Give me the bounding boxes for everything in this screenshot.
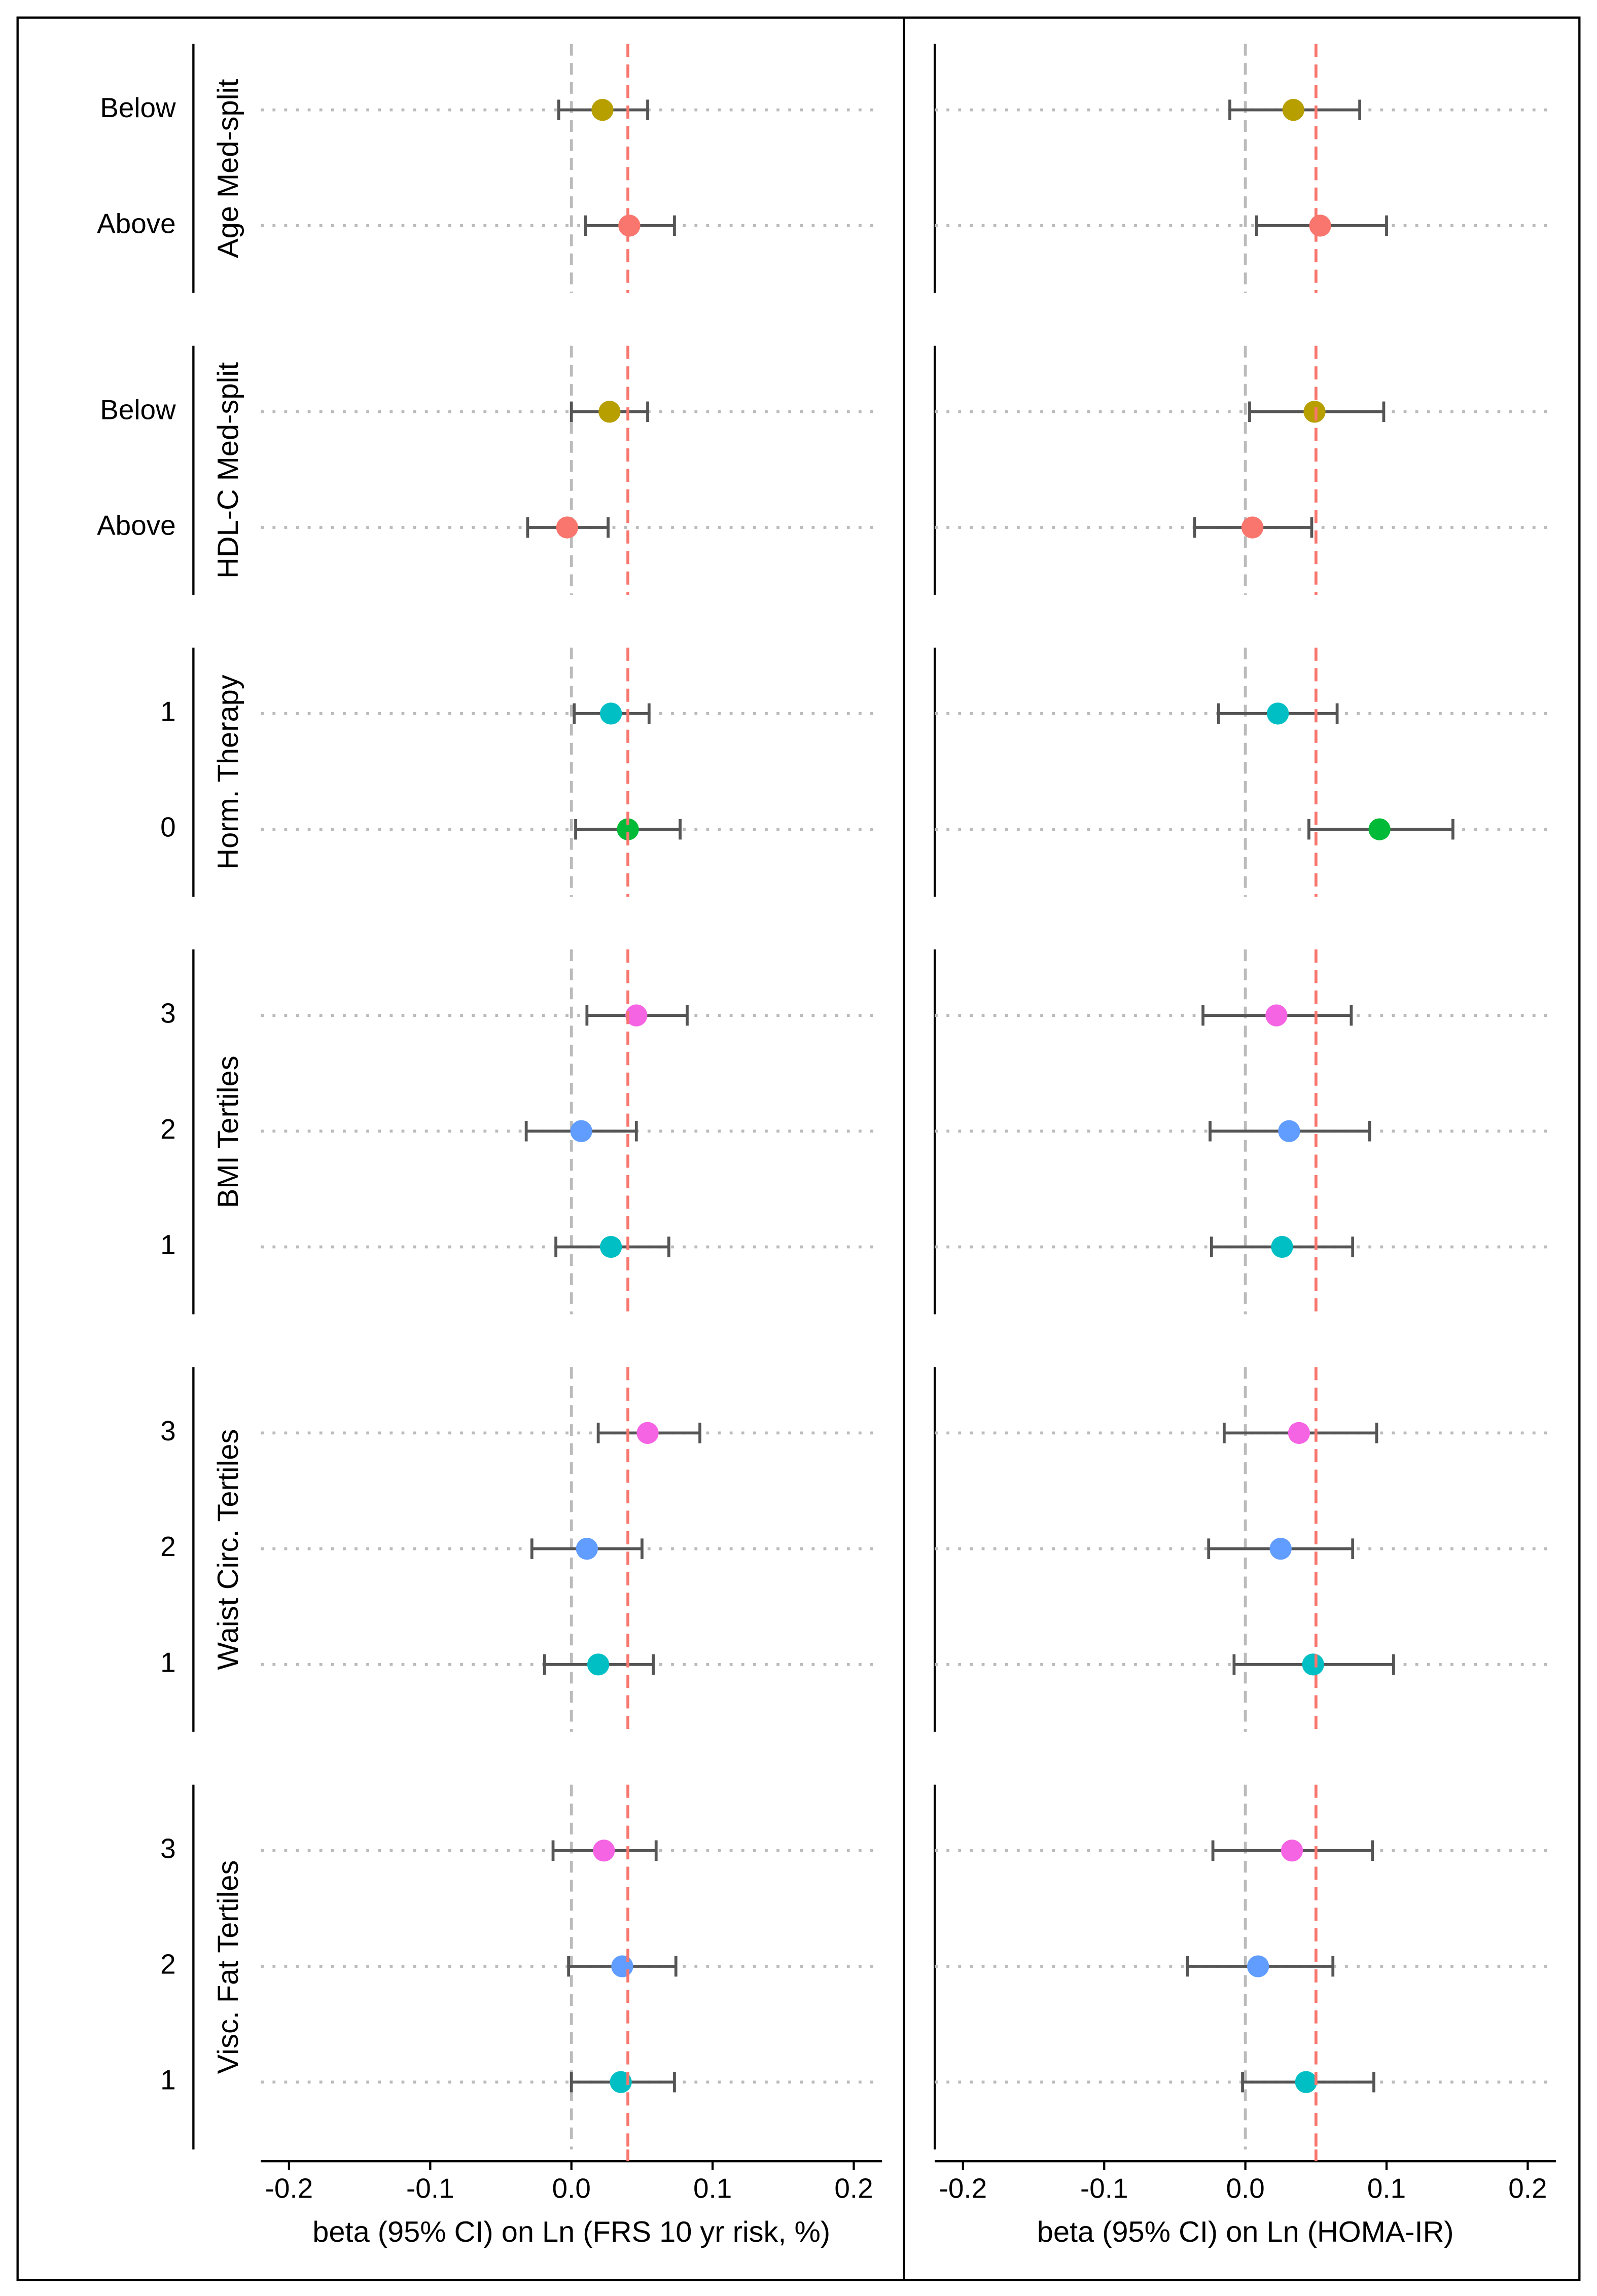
category-label: 1 [160, 695, 176, 727]
group-label: HDL-C Med-split [212, 362, 244, 579]
point-estimate [593, 1840, 615, 1862]
category-label: 1 [160, 1229, 176, 1260]
category-label: 1 [160, 1646, 176, 1678]
category-label: Above [97, 207, 176, 239]
point-estimate [1241, 516, 1264, 539]
point-estimate [1271, 1235, 1293, 1258]
x-tick-label: -0.2 [939, 2172, 987, 2204]
point-estimate [556, 516, 579, 539]
group-label: Waist Circ. Tertiles [212, 1429, 244, 1670]
category-label: 1 [160, 2064, 176, 2096]
x-axis-title: beta (95% CI) on Ln (FRS 10 yr risk, %) [312, 2216, 830, 2248]
category-label: 0 [160, 811, 176, 843]
point-estimate [1282, 99, 1304, 121]
point-estimate [1295, 2071, 1318, 2093]
x-tick-label: -0.2 [265, 2172, 313, 2204]
category-label: Above [97, 510, 176, 541]
point-estimate [1266, 702, 1289, 725]
category-label: 2 [160, 1113, 176, 1145]
point-estimate [610, 2071, 632, 2093]
x-tick-label: 0.2 [1508, 2172, 1547, 2204]
point-estimate [611, 1955, 633, 1977]
group-label: Horm. Therapy [212, 675, 244, 869]
point-estimate [1247, 1955, 1269, 1977]
point-estimate [636, 1422, 659, 1444]
category-label: 2 [160, 1531, 176, 1562]
point-estimate [1368, 818, 1391, 840]
group-label: Age Med-split [212, 79, 244, 258]
x-tick-label: 0.0 [552, 2172, 591, 2204]
x-tick-label: 0.1 [693, 2172, 732, 2204]
category-label: 3 [160, 1415, 176, 1446]
point-estimate [576, 1537, 598, 1560]
point-estimate [591, 99, 614, 121]
point-estimate [625, 1004, 648, 1027]
category-label: 3 [160, 998, 176, 1029]
point-estimate [617, 818, 639, 840]
x-tick-label: 0.2 [834, 2172, 873, 2204]
point-estimate [1302, 1653, 1324, 1676]
category-label: Below [100, 92, 176, 123]
x-tick-label: -0.1 [1080, 2172, 1128, 2204]
point-estimate [1278, 1120, 1300, 1142]
point-estimate [1265, 1004, 1288, 1027]
x-tick-label: 0.0 [1226, 2172, 1264, 2204]
category-label: Below [100, 394, 176, 425]
group-label: BMI Tertiles [212, 1055, 244, 1208]
group-label: Visc. Fat Tertiles [212, 1860, 244, 2074]
point-estimate [1288, 1422, 1310, 1444]
x-tick-label: -0.1 [406, 2172, 454, 2204]
point-estimate [598, 401, 621, 423]
outer-frame [16, 16, 1581, 2281]
point-estimate [1281, 1840, 1303, 1862]
x-axis-title: beta (95% CI) on Ln (HOMA-IR) [1037, 2216, 1454, 2248]
point-estimate [1269, 1537, 1292, 1560]
category-label: 2 [160, 1948, 176, 1980]
point-estimate [599, 702, 622, 725]
point-estimate [1309, 215, 1331, 237]
x-tick-label: 0.1 [1367, 2172, 1406, 2204]
category-label: 3 [160, 1832, 176, 1864]
point-estimate [570, 1120, 592, 1142]
point-estimate [599, 1235, 622, 1258]
point-estimate [618, 215, 641, 237]
point-estimate [587, 1653, 610, 1676]
